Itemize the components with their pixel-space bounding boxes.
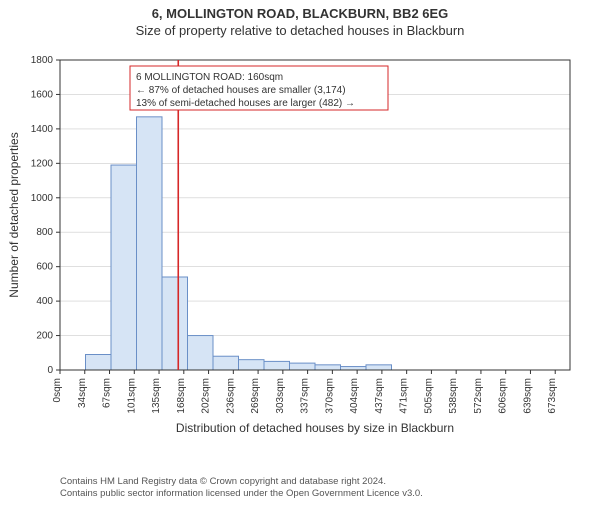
x-tick-label: 505sqm [423, 378, 434, 414]
histogram-bar [264, 361, 290, 370]
y-tick-label: 800 [36, 227, 53, 238]
y-tick-label: 1000 [31, 193, 54, 204]
page-subtitle: Size of property relative to detached ho… [0, 23, 600, 38]
histogram-chart: 0 200 400 600 800 1000 1200 1400 1600 1800 0sqm 34s… [0, 50, 600, 450]
x-tick-label: 101sqm [126, 378, 137, 414]
footer-attribution: Contains HM Land Registry data © Crown c… [60, 476, 423, 500]
x-tick-label: 135sqm [151, 378, 162, 414]
histogram-bar [162, 277, 188, 370]
y-axis-label: Number of detached properties [7, 132, 21, 297]
x-tick-label: 67sqm [102, 378, 113, 408]
histogram-bar [239, 360, 265, 370]
y-tick-label: 1600 [31, 89, 54, 100]
x-tick-label: 437sqm [374, 378, 385, 414]
annotation-line: 13% of semi-detached houses are larger (… [136, 98, 355, 109]
chart-svg: 0 200 400 600 800 1000 1200 1400 1600 1800 0sqm 34s… [0, 50, 600, 450]
histogram-bar [213, 356, 239, 370]
page-title-address: 6, MOLLINGTON ROAD, BLACKBURN, BB2 6EG [0, 6, 600, 21]
y-tick-label: 1400 [31, 124, 54, 135]
y-tick-label: 1200 [31, 158, 54, 169]
y-tick-label: 1800 [31, 55, 54, 66]
x-tick-label: 0sqm [52, 378, 63, 402]
x-tick-label: 236sqm [225, 378, 236, 414]
histogram-bar [290, 363, 316, 370]
footer-line-2: Contains public sector information licen… [60, 488, 423, 500]
histogram-bar [86, 355, 112, 371]
x-tick-label: 538sqm [448, 378, 459, 414]
x-tick-label: 337sqm [300, 378, 311, 414]
histogram-bar [315, 365, 341, 370]
x-tick-label: 404sqm [349, 378, 360, 414]
x-tick-label: 34sqm [77, 378, 88, 408]
histogram-bar [341, 367, 367, 370]
y-tick-label: 0 [47, 365, 53, 376]
x-tick-label: 606sqm [498, 378, 509, 414]
histogram-bar [188, 336, 214, 370]
x-tick-label: 639sqm [522, 378, 533, 414]
x-tick-label: 202sqm [201, 378, 212, 414]
x-tick-label: 303sqm [275, 378, 286, 414]
x-tick-label: 269sqm [250, 378, 261, 414]
x-tick-label: 168sqm [176, 378, 187, 414]
x-tick-label: 673sqm [547, 378, 558, 414]
annotation-line: 6 MOLLINGTON ROAD: 160sqm [136, 72, 283, 83]
x-axis-label: Distribution of detached houses by size … [176, 421, 454, 435]
x-tick-label: 572sqm [473, 378, 484, 414]
x-tick-label: 471sqm [399, 378, 410, 414]
histogram-bar [111, 165, 137, 370]
y-tick-label: 600 [36, 262, 53, 273]
annotation-line: ← 87% of detached houses are smaller (3,… [136, 85, 346, 96]
y-tick-label: 200 [36, 331, 53, 342]
histogram-bar [137, 117, 163, 370]
footer-line-1: Contains HM Land Registry data © Crown c… [60, 476, 423, 488]
x-tick-label: 370sqm [324, 378, 335, 414]
y-tick-label: 400 [36, 296, 53, 307]
histogram-bar [366, 365, 392, 370]
